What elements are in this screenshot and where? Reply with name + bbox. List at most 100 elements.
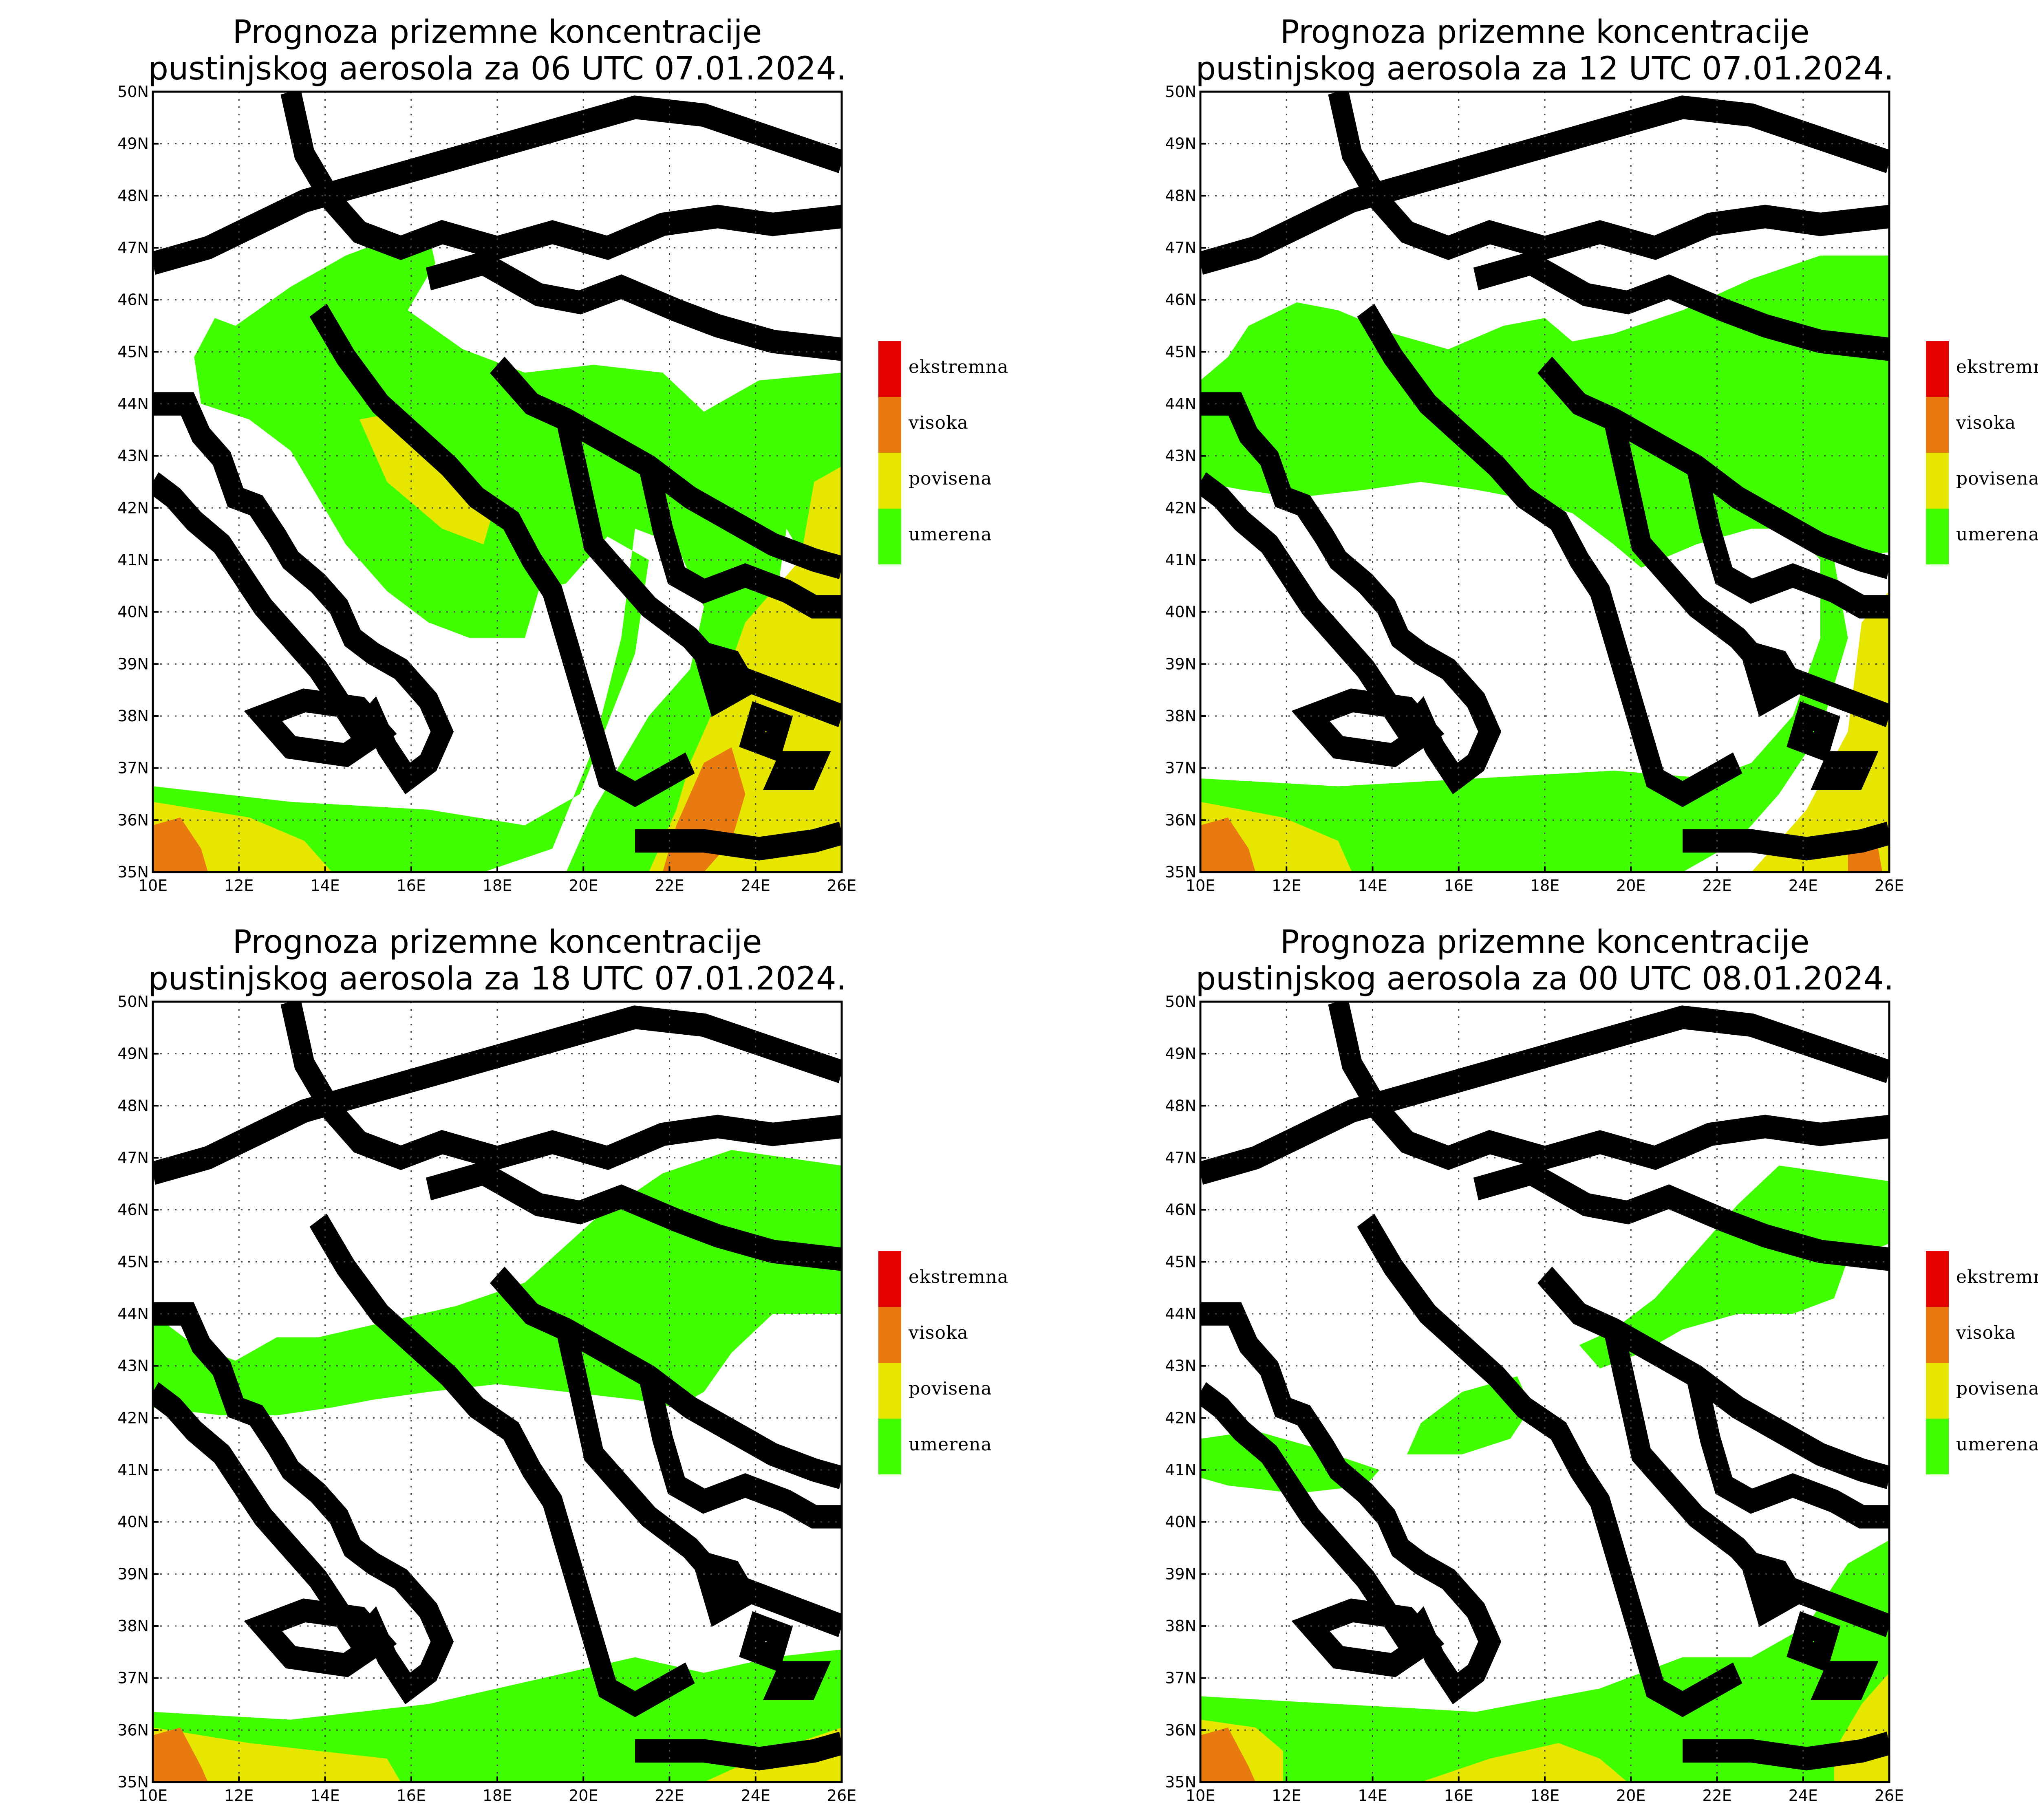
dust-region-umerena <box>153 232 842 872</box>
y-tick-label: 50N <box>117 83 149 101</box>
legend-swatch-visoka <box>1926 1307 1949 1363</box>
x-tick-label: 22E <box>655 1787 684 1805</box>
legend-swatch-visoka <box>878 397 901 453</box>
dust-region-visoka <box>1200 1727 1256 1782</box>
legend-label-ekstremna: ekstremna <box>1956 1267 2038 1287</box>
dust-region-povisena <box>1751 591 1889 872</box>
x-tick-label: 22E <box>1702 877 1731 895</box>
legend-swatch-visoka <box>878 1307 901 1363</box>
y-tick-label: 35N <box>1165 863 1196 881</box>
y-tick-label: 44N <box>1165 395 1196 413</box>
y-tick-label: 48N <box>117 187 149 205</box>
y-tick-label: 40N <box>117 1513 149 1531</box>
y-tick-label: 41N <box>1165 551 1196 569</box>
y-tick-label: 37N <box>1165 759 1196 777</box>
x-tick-label: 18E <box>1530 1787 1559 1805</box>
y-tick-label: 42N <box>1165 499 1196 517</box>
legend-label-umerena: umerena <box>909 1434 992 1455</box>
map-panel: Prognoza prizemne koncentracijepustinjsk… <box>1165 14 2038 895</box>
panel-title-line2: pustinjskog aerosola za 00 UTC 08.01.202… <box>1196 961 1894 997</box>
legend-swatch-ekstremna <box>878 1251 901 1307</box>
x-tick-label: 10E <box>138 1787 168 1805</box>
y-tick-label: 39N <box>117 1565 149 1583</box>
y-tick-label: 50N <box>1165 83 1196 101</box>
legend-label-visoka: visoka <box>1956 1322 2016 1343</box>
legend-label-umerena: umerena <box>909 524 992 545</box>
x-tick-label: 12E <box>224 877 254 895</box>
y-tick-label: 47N <box>1165 1149 1196 1167</box>
x-tick-label: 10E <box>1186 1787 1215 1805</box>
y-tick-label: 37N <box>117 759 149 777</box>
y-tick-label: 48N <box>1165 187 1196 205</box>
legend-label-ekstremna: ekstremna <box>909 1267 1008 1287</box>
x-tick-label: 14E <box>1358 1787 1387 1805</box>
legend-swatch-povisena <box>1926 453 1949 509</box>
dust-region-povisena <box>153 1727 401 1782</box>
map-panel: Prognoza prizemne koncentracijepustinjsk… <box>117 14 1008 895</box>
y-tick-label: 48N <box>1165 1097 1196 1115</box>
panel-title-line1: Prognoza prizemne koncentracije <box>1280 14 1810 51</box>
legend-swatch-povisena <box>1926 1363 1949 1419</box>
legend-swatch-ekstremna <box>1926 341 1949 397</box>
x-tick-label: 10E <box>138 877 168 895</box>
legend-swatch-visoka <box>1926 397 1949 453</box>
y-tick-label: 36N <box>117 811 149 829</box>
dust-region-povisena <box>360 412 491 544</box>
y-tick-label: 39N <box>1165 655 1196 673</box>
y-tick-label: 39N <box>1165 1565 1196 1583</box>
y-tick-label: 45N <box>1165 343 1196 361</box>
x-tick-label: 24E <box>1789 877 1818 895</box>
y-tick-label: 46N <box>117 1201 149 1219</box>
y-tick-label: 49N <box>117 135 149 153</box>
y-tick-label: 46N <box>1165 1201 1196 1219</box>
legend-label-visoka: visoka <box>908 412 968 433</box>
y-tick-label: 47N <box>117 1149 149 1167</box>
y-tick-label: 42N <box>1165 1409 1196 1427</box>
panel-title-line2: pustinjskog aerosola za 18 UTC 07.01.202… <box>148 961 847 997</box>
y-tick-label: 38N <box>1165 707 1196 725</box>
x-tick-label: 12E <box>1272 877 1301 895</box>
x-tick-label: 14E <box>1358 877 1387 895</box>
legend-label-povisena: povisena <box>1956 1378 2038 1399</box>
x-tick-label: 18E <box>1530 877 1559 895</box>
legend-label-povisena: povisena <box>909 468 992 489</box>
x-tick-label: 18E <box>483 877 512 895</box>
y-tick-label: 41N <box>1165 1461 1196 1479</box>
y-tick-label: 47N <box>117 239 149 257</box>
panel-title-line1: Prognoza prizemne koncentracije <box>233 924 762 961</box>
y-tick-label: 38N <box>1165 1617 1196 1635</box>
map-panel: Prognoza prizemne koncentracijepustinjsk… <box>117 924 1008 1805</box>
legend: ekstremna visoka povisena umerena <box>878 341 1008 564</box>
legend-label-visoka: visoka <box>1956 412 2016 433</box>
y-tick-label: 37N <box>117 1669 149 1687</box>
y-tick-label: 35N <box>117 1773 149 1791</box>
y-tick-label: 43N <box>117 447 149 465</box>
y-tick-label: 40N <box>117 603 149 621</box>
y-tick-label: 35N <box>1165 1773 1196 1791</box>
y-tick-label: 43N <box>117 1357 149 1375</box>
y-tick-label: 41N <box>117 551 149 569</box>
legend-swatch-umerena <box>1926 509 1949 564</box>
y-tick-label: 49N <box>1165 1045 1196 1063</box>
legend-swatch-umerena <box>878 509 901 564</box>
x-tick-label: 14E <box>310 877 340 895</box>
panel-title-line2: pustinjskog aerosola za 06 UTC 07.01.202… <box>148 51 847 87</box>
y-tick-label: 42N <box>117 1409 149 1427</box>
y-tick-label: 44N <box>117 395 149 413</box>
x-tick-label: 20E <box>569 1787 598 1805</box>
y-tick-label: 42N <box>117 499 149 517</box>
x-tick-label: 26E <box>827 1787 856 1805</box>
dust-region-visoka <box>153 1727 208 1782</box>
dust-region-visoka <box>1200 817 1256 872</box>
x-tick-label: 16E <box>397 1787 426 1805</box>
y-tick-label: 36N <box>1165 811 1196 829</box>
y-tick-label: 50N <box>117 993 149 1011</box>
y-tick-label: 35N <box>117 863 149 881</box>
x-tick-label: 10E <box>1186 877 1215 895</box>
y-tick-label: 44N <box>1165 1305 1196 1323</box>
x-tick-label: 20E <box>569 877 598 895</box>
y-tick-label: 38N <box>117 1617 149 1635</box>
y-tick-label: 45N <box>117 1253 149 1271</box>
legend-label-povisena: povisena <box>909 1378 992 1399</box>
